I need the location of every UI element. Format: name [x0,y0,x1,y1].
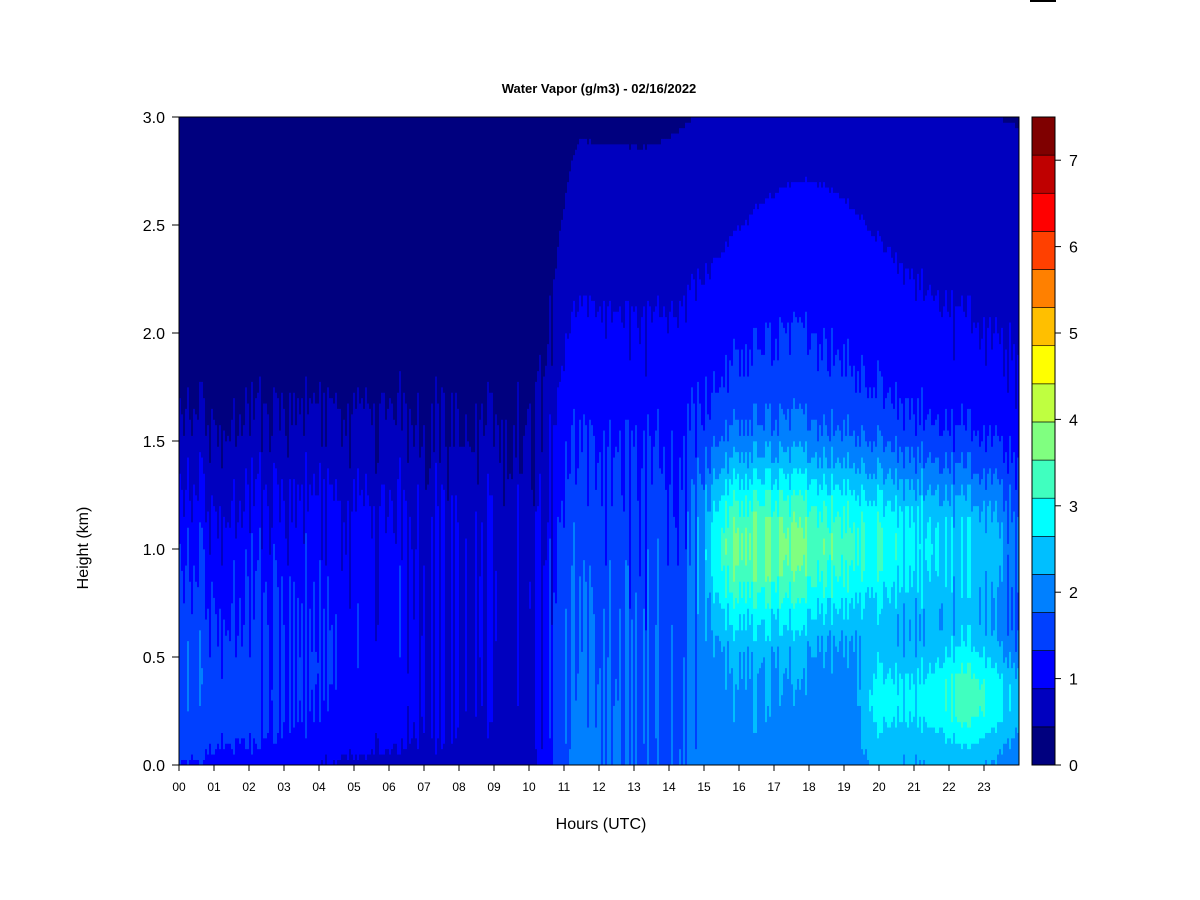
x-axis: 00 01 02 03 04 05 06 07 08 09 10 11 12 13 14 15 16 17 18 19… [172,765,991,794]
x-tick-label: 19 [837,780,851,794]
y-tick-label: 1.0 [143,542,165,559]
x-tick-label: 09 [487,780,501,794]
x-tick-label: 05 [347,780,361,794]
x-tick-label: 01 [207,780,221,794]
colorbar-segment [1031,231,1056,270]
y-tick-label: 1.5 [143,434,165,451]
y-tick-label: 3.0 [143,110,165,127]
colorbar-segment [1031,192,1056,232]
colorbar-segment [1031,269,1056,308]
y-axis: 0.0 0.5 1.0 1.5 2.0 2.5 3.0 [143,110,179,775]
colorbar: 0 1 2 3 4 5 6 7 [1031,116,1078,775]
x-tick-label: 06 [382,780,396,794]
x-tick-label: 23 [977,780,991,794]
chart-title: Water Vapor (g/m3) - 02/16/2022 [502,81,697,96]
y-axis-label: Height (km) [75,507,92,590]
x-tick-label: 11 [558,780,571,794]
colorbar-segment [1031,116,1056,156]
colorbar-tick-label: 2 [1069,585,1078,602]
x-tick-label: 08 [452,780,466,794]
x-tick-label: 22 [942,780,956,794]
x-tick-label: 16 [732,780,746,794]
x-tick-label: 21 [907,780,921,794]
colorbar-frame [1031,116,1056,766]
y-tick-label: 0.5 [143,650,165,667]
colorbar-segment [1031,650,1056,690]
colorbar-segment [1031,154,1056,194]
x-tick-label: 15 [697,780,711,794]
colorbar-segment [1031,421,1056,461]
colorbar-segment [1031,726,1056,766]
colorbar-segment [1031,688,1056,728]
heatmap-field [179,117,1020,766]
x-tick-label: 04 [312,780,326,794]
colorbar-tick-label: 6 [1069,240,1078,257]
colorbar-segment [1031,383,1056,423]
colorbar-tick-label: 1 [1069,672,1078,689]
colorbar-tick-label: 7 [1069,153,1078,170]
x-tick-label: 12 [592,780,606,794]
colorbar-segment [1031,307,1056,347]
x-tick-label: 03 [277,780,291,794]
y-tick-label: 2.0 [143,326,165,343]
colorbar-segment [1031,459,1056,499]
x-tick-label: 10 [522,780,536,794]
colorbar-tick-label: 5 [1069,326,1078,343]
y-tick-label: 2.5 [143,218,165,235]
colorbar-segment [1031,574,1056,613]
x-tick-label: 14 [662,780,676,794]
corner-mark [1030,0,1056,2]
colorbar-tick-label: 3 [1069,499,1078,516]
colorbar-segment [1031,535,1056,575]
x-tick-label: 02 [242,780,256,794]
x-tick-label: 07 [417,780,431,794]
x-tick-label: 13 [627,780,641,794]
colorbar-tick-label: 0 [1069,758,1078,775]
x-tick-label: 18 [802,780,816,794]
x-tick-label: 17 [767,780,781,794]
colorbar-segment [1031,612,1056,651]
x-tick-label: 20 [872,780,886,794]
colorbar-segment [1031,345,1056,385]
y-tick-label: 0.0 [143,758,165,775]
x-tick-label: 00 [172,780,186,794]
x-axis-label: Hours (UTC) [556,816,647,833]
colorbar-tick-label: 4 [1069,412,1078,429]
colorbar-segment [1031,497,1056,537]
